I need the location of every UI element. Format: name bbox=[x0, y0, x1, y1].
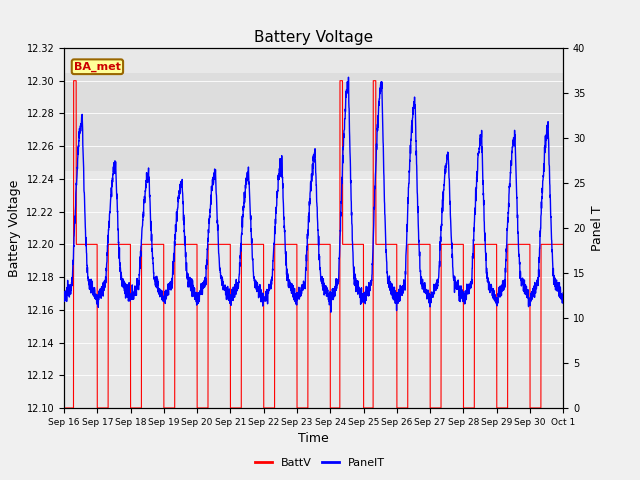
Legend: BattV, PanelT: BattV, PanelT bbox=[250, 453, 390, 472]
Title: Battery Voltage: Battery Voltage bbox=[254, 30, 373, 46]
Y-axis label: Battery Voltage: Battery Voltage bbox=[8, 180, 21, 276]
Bar bbox=[64, 72, 563, 171]
Text: BA_met: BA_met bbox=[74, 61, 121, 72]
Y-axis label: Panel T: Panel T bbox=[591, 205, 604, 251]
X-axis label: Time: Time bbox=[298, 432, 329, 445]
